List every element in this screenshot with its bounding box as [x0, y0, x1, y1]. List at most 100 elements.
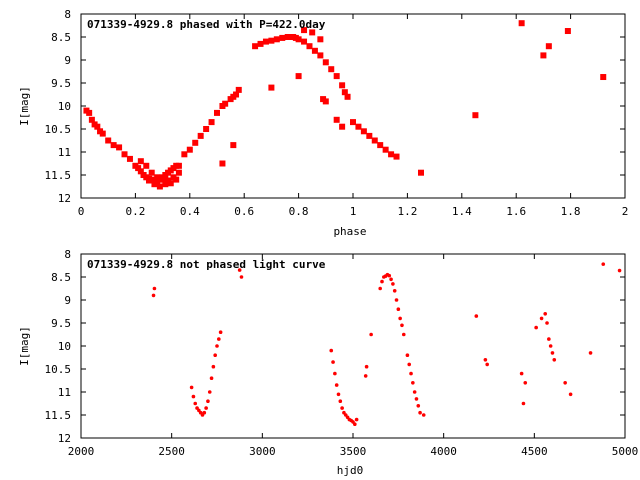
- data-point: [355, 123, 362, 130]
- x-tick-label: 2500: [158, 445, 185, 458]
- data-point: [268, 37, 275, 44]
- data-point: [378, 286, 383, 291]
- data-point: [167, 180, 174, 187]
- data-point: [257, 40, 264, 47]
- data-point: [262, 38, 269, 45]
- plot-unphased-light-curve: 2000 2500 3000 3500 4000 4500 5000 8 8.5 9 9.5 10 1…: [18, 248, 638, 477]
- y-tick-label: 11.5: [45, 409, 72, 422]
- y-tick-label: 9.5: [51, 77, 71, 90]
- data-point: [547, 337, 551, 341]
- x-axis: 2000 2500 3000 3500 4000 4500 5000: [68, 254, 638, 458]
- y-tick-label: 10.5: [45, 123, 72, 136]
- data-point: [392, 289, 397, 293]
- data-point: [322, 98, 329, 105]
- data-point: [209, 376, 214, 381]
- data-point: [398, 316, 402, 321]
- data-point: [333, 371, 337, 376]
- data-point: [284, 34, 291, 40]
- data-point: [175, 169, 182, 176]
- data-point: [552, 358, 557, 362]
- data-point: [341, 89, 348, 96]
- y-tick-label: 9: [64, 294, 71, 307]
- data-point: [143, 162, 150, 169]
- data-point: [519, 371, 524, 376]
- data-point: [391, 282, 395, 286]
- data-point: [311, 47, 318, 54]
- data-point: [203, 126, 210, 132]
- data-point: [206, 399, 210, 404]
- data-point: [202, 410, 207, 415]
- y-axis-title: I[mag]: [18, 326, 31, 366]
- y-axis: 8 8.5 9 9.5 10 10.5 11 11.5 12: [45, 8, 625, 205]
- data-point: [354, 417, 359, 422]
- data-point: [401, 332, 406, 337]
- data-point: [601, 262, 606, 266]
- data-point: [396, 307, 401, 312]
- data-point: [146, 177, 152, 184]
- data-point: [137, 158, 144, 165]
- data-point: [472, 112, 479, 119]
- data-point: [418, 169, 424, 176]
- data-point: [400, 323, 404, 328]
- data-point: [389, 277, 393, 282]
- data-point: [197, 132, 204, 139]
- y-tick-label: 8.5: [51, 31, 71, 44]
- data-point: [237, 268, 242, 272]
- x-tick-label: 4500: [521, 445, 548, 458]
- y-tick-label: 11: [58, 146, 71, 159]
- data-point: [331, 360, 335, 364]
- data-point: [186, 146, 193, 153]
- y-tick-label: 10: [58, 340, 71, 353]
- data-point: [301, 38, 308, 45]
- data-point: [192, 139, 199, 146]
- x-tick-label: 3000: [249, 445, 276, 458]
- x-tick-label: 4000: [430, 445, 457, 458]
- data-points: [151, 262, 622, 427]
- data-point: [110, 142, 117, 149]
- data-point: [218, 330, 223, 335]
- x-axis: 0 0.2 0.4 0.6 0.8 1 1.2 1.4 1.6 1.8 2: [78, 14, 628, 218]
- y-tick-label: 12: [58, 192, 71, 205]
- data-point: [94, 123, 101, 130]
- data-point: [336, 392, 341, 397]
- data-point: [222, 100, 229, 107]
- y-axis: 8 8.5 9 9.5 10 10.5 11 11.5 12: [45, 248, 625, 445]
- y-tick-label: 9.5: [51, 317, 71, 330]
- data-point: [181, 151, 188, 158]
- data-point: [380, 279, 384, 284]
- x-tick-label: 1.8: [561, 205, 581, 218]
- y-tick-label: 11.5: [45, 169, 72, 182]
- data-point: [387, 273, 392, 278]
- x-tick-label: 0.6: [234, 205, 254, 218]
- data-point: [369, 332, 373, 337]
- data-point: [393, 153, 400, 160]
- data-point: [360, 128, 367, 135]
- data-point: [329, 348, 334, 353]
- data-point: [306, 43, 313, 50]
- data-point: [588, 351, 593, 355]
- data-point: [411, 381, 415, 385]
- data-point: [148, 169, 155, 176]
- x-tick-label: 3500: [340, 445, 367, 458]
- data-point: [518, 20, 525, 27]
- data-point: [219, 160, 226, 167]
- y-tick-label: 8: [64, 8, 71, 21]
- data-point: [394, 298, 399, 302]
- data-point: [485, 362, 489, 367]
- data-point: [545, 321, 549, 325]
- data-point: [421, 413, 426, 417]
- data-point: [214, 109, 220, 116]
- data-point: [135, 165, 142, 172]
- plot-frame: [80, 13, 626, 199]
- data-point: [416, 404, 421, 408]
- data-point: [137, 168, 144, 175]
- data-point: [534, 325, 538, 330]
- y-axis-title: I[mag]: [18, 86, 31, 126]
- x-tick-label: 1.4: [452, 205, 472, 218]
- data-point: [252, 43, 259, 50]
- plot-phased-light-curve: 0 0.2 0.4 0.6 0.8 1 1.2 1.4 1.6 1.8 2 8 8.5 9 9.5 10 10…: [18, 8, 628, 238]
- data-point: [600, 74, 607, 81]
- x-tick-label: 0: [78, 205, 85, 218]
- data-point: [334, 383, 339, 387]
